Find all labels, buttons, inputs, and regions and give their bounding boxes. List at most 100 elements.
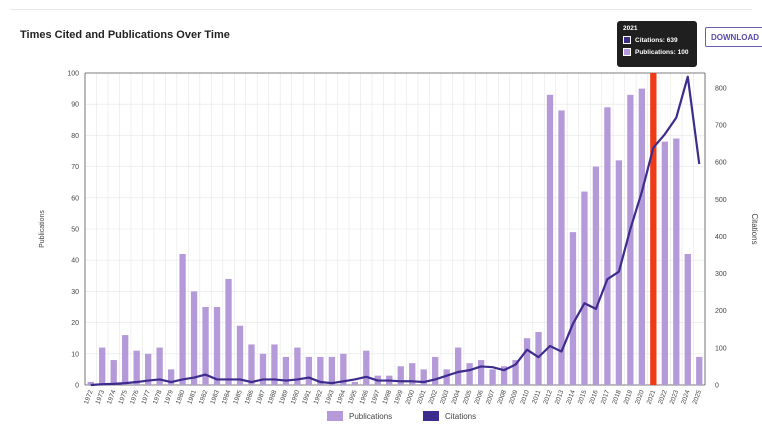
publications-bar <box>581 191 588 385</box>
x-tick-label: 1998 <box>382 389 394 405</box>
y2-tick-label: 600 <box>715 160 727 167</box>
x-tick-label: 1975 <box>118 389 130 405</box>
x-tick-label: 2003 <box>439 389 451 405</box>
publications-bar <box>454 347 462 385</box>
x-tick-label: 1976 <box>129 389 141 405</box>
publications-bar <box>259 353 267 385</box>
publications-bar <box>673 138 680 385</box>
tooltip-publications-row: Publications: 100 <box>623 48 691 56</box>
x-tick-label: 1983 <box>209 389 221 405</box>
publications-bar <box>604 107 611 385</box>
publications-bar <box>202 307 209 385</box>
chart-title: Times Cited and Publications Over Time <box>20 29 230 41</box>
tooltip-citations-row: Citations: 639 <box>623 36 691 44</box>
x-tick-label: 1990 <box>290 389 302 405</box>
x-tick-label: 1980 <box>175 389 187 405</box>
x-tick-label: 1995 <box>347 389 359 405</box>
x-tick-label: 1992 <box>313 389 325 405</box>
publications-bar <box>133 350 140 385</box>
publications-bar <box>87 381 94 385</box>
publications-bar <box>466 363 473 385</box>
x-tick-label: 2025 <box>692 389 704 405</box>
publications-bar <box>489 369 496 385</box>
x-tick-label: 2000 <box>405 389 417 405</box>
x-tick-label: 2019 <box>623 389 635 405</box>
x-tick-label: 1991 <box>301 389 313 405</box>
y2-tick-label: 700 <box>715 123 727 130</box>
x-tick-label: 1988 <box>267 389 279 405</box>
x-tick-label: 2024 <box>680 389 692 405</box>
tooltip-year: 2021 <box>623 25 638 32</box>
x-tick-label: 2016 <box>588 389 600 405</box>
x-tick-label: 2013 <box>554 389 566 405</box>
y-tick-label: 60 <box>71 195 79 202</box>
y2-tick-label: 200 <box>715 308 727 315</box>
x-tick-label: 2022 <box>657 389 669 405</box>
x-tick-label: 2004 <box>451 389 463 405</box>
x-tick-label: 1972 <box>83 389 95 405</box>
y-tick-label: 40 <box>71 258 79 265</box>
y2-tick-label: 400 <box>715 234 727 241</box>
y2-tick-label: 0 <box>715 383 719 390</box>
x-tick-label: 1999 <box>393 389 405 405</box>
legend-item-publications[interactable]: Publications <box>327 411 392 421</box>
publications-bar <box>696 356 703 385</box>
publications-bar <box>144 353 152 385</box>
x-tick-label: 1987 <box>255 389 267 405</box>
publications-bar <box>638 88 646 385</box>
publications-bar <box>627 94 634 385</box>
tooltip-citations: Citations: 639 <box>635 36 678 44</box>
x-tick-label: 2002 <box>428 389 440 405</box>
x-tick-label: 1997 <box>370 389 382 405</box>
x-tick-label: 1984 <box>221 389 233 405</box>
publications-bar <box>684 253 691 385</box>
publications-bar <box>351 381 358 385</box>
x-tick-label: 1989 <box>278 389 290 405</box>
y-tick-label: 70 <box>71 164 79 171</box>
citations-legend-icon <box>423 411 439 421</box>
x-tick-label: 1979 <box>163 389 175 405</box>
x-tick-label: 2021 <box>646 389 658 405</box>
y2-tick-label: 100 <box>715 345 727 352</box>
publications-bar <box>294 347 301 385</box>
publications-bar <box>225 278 232 385</box>
publications-bar <box>282 356 290 385</box>
x-tick-label: 2015 <box>577 389 589 405</box>
citations-swatch-icon <box>623 36 631 44</box>
publications-bar <box>156 347 163 385</box>
y2-tick-label: 800 <box>715 85 727 92</box>
publications-bar <box>546 94 554 385</box>
y-tick-label: 10 <box>71 351 79 358</box>
citations-line <box>90 75 701 387</box>
x-tick-label: 2017 <box>600 389 612 405</box>
x-tick-label: 2008 <box>496 389 508 405</box>
x-tick-label: 1985 <box>232 389 244 405</box>
publications-bar <box>99 347 106 385</box>
download-button[interactable]: DOWNLOAD <box>705 27 762 47</box>
publications-bar <box>409 363 416 385</box>
y-tick-label: 90 <box>71 102 79 109</box>
publications-bar <box>305 356 313 385</box>
publications-bar <box>328 356 336 385</box>
y-tick-label: 0 <box>75 383 79 390</box>
publications-bar <box>432 356 439 385</box>
x-tick-label: 1994 <box>336 389 348 405</box>
x-tick-label: 1982 <box>198 389 210 405</box>
publications-bar <box>167 369 175 385</box>
publications-swatch-icon <box>623 48 631 56</box>
publications-legend-icon <box>327 411 343 421</box>
y2-axis-title: Citations <box>750 213 759 244</box>
y2-tick-label: 500 <box>715 197 727 204</box>
publications-bar <box>569 232 577 385</box>
publications-bar <box>110 360 117 385</box>
tooltip-publications: Publications: 100 <box>635 48 689 56</box>
divider <box>10 9 752 10</box>
publications-bar <box>650 73 657 385</box>
legend-item-citations[interactable]: Citations <box>423 411 476 421</box>
publications-bar <box>236 325 244 385</box>
y-tick-label: 100 <box>67 71 79 78</box>
x-tick-label: 2001 <box>416 389 428 405</box>
legend-citations-label: Citations <box>445 411 477 421</box>
x-tick-label: 1977 <box>141 389 153 405</box>
